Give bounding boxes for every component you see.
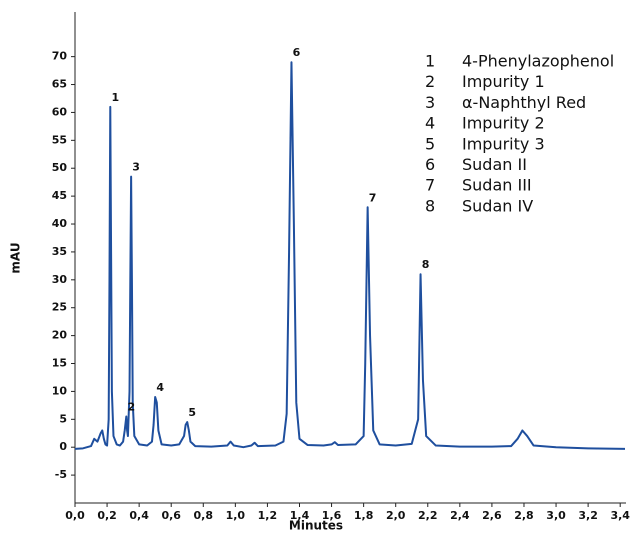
y-tick-label: 10 xyxy=(52,384,68,397)
x-tick-label: 2,0 xyxy=(386,509,406,522)
x-tick-label: 2,4 xyxy=(450,509,470,522)
peak-label: 8 xyxy=(422,258,430,271)
x-tick-label: 1,4 xyxy=(290,509,310,522)
peak-label: 7 xyxy=(369,191,377,204)
peak-label: 3 xyxy=(132,161,140,174)
x-tick-label: 0,4 xyxy=(129,509,149,522)
peak-label: 1 xyxy=(111,91,119,104)
y-tick-label: 25 xyxy=(52,301,67,314)
legend-name: Impurity 1 xyxy=(462,72,545,91)
legend-number: 8 xyxy=(425,196,435,215)
legend-name: Sudan IV xyxy=(462,196,533,215)
x-tick-label: 1,8 xyxy=(354,509,374,522)
x-tick-label: 0,8 xyxy=(194,509,214,522)
x-tick-label: 0,6 xyxy=(161,509,181,522)
x-tick-label: 2,6 xyxy=(482,509,502,522)
x-tick-label: 2,8 xyxy=(514,509,534,522)
peak-label: 5 xyxy=(188,406,196,419)
legend-name: Impurity 3 xyxy=(462,134,545,153)
y-tick-label: 0 xyxy=(59,440,67,453)
y-tick-label: 45 xyxy=(52,189,67,202)
legend-number: 3 xyxy=(425,93,435,112)
peak-label: 2 xyxy=(127,401,135,414)
legend-number: 7 xyxy=(425,176,435,195)
x-tick-label: 3,0 xyxy=(546,509,566,522)
peak-label: 6 xyxy=(293,46,301,59)
x-tick-label: 1,2 xyxy=(258,509,278,522)
y-tick-label: 50 xyxy=(52,161,68,174)
y-tick-label: 5 xyxy=(59,412,67,425)
y-tick-label: 65 xyxy=(52,78,67,91)
y-tick-label: 55 xyxy=(52,133,67,146)
y-axis-label: mAU xyxy=(9,242,23,273)
x-tick-label: 1,6 xyxy=(322,509,342,522)
x-tick-label: 3,4 xyxy=(610,509,630,522)
peak-label: 4 xyxy=(156,381,164,394)
legend-name: Impurity 2 xyxy=(462,114,545,133)
y-tick-label: 60 xyxy=(52,105,68,118)
y-tick-label: 30 xyxy=(52,273,68,286)
x-axis-label: Minutes xyxy=(289,519,343,533)
trace xyxy=(74,61,626,450)
legend-number: 5 xyxy=(425,134,435,153)
x-tick-label: 0,0 xyxy=(65,509,85,522)
y-tick-label: 20 xyxy=(52,329,68,342)
y-tick-label: 15 xyxy=(52,357,67,370)
legend-number: 6 xyxy=(425,155,435,174)
legend-name: Sudan III xyxy=(462,176,532,195)
legend-number: 4 xyxy=(425,114,435,133)
y-tick-label: 40 xyxy=(52,217,68,230)
legend-name: 4-Phenylazophenol xyxy=(462,52,614,71)
y-tick-label: 70 xyxy=(52,50,68,63)
x-tick-label: 3,2 xyxy=(578,509,598,522)
x-tick-label: 1,0 xyxy=(226,509,246,522)
legend-name: α-Naphthyl Red xyxy=(462,93,586,112)
legend-number: 2 xyxy=(425,72,435,91)
x-tick-label: 2,2 xyxy=(418,509,438,522)
legend-name: Sudan II xyxy=(462,155,527,174)
y-tick-label: -5 xyxy=(55,468,67,481)
legend-number: 1 xyxy=(425,52,435,71)
y-tick-label: 35 xyxy=(52,245,67,258)
x-tick-label: 0,2 xyxy=(97,509,117,522)
